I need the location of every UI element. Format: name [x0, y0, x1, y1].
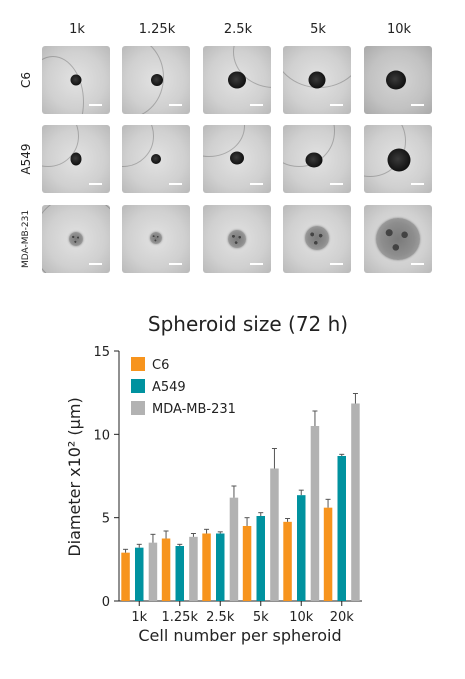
- x-tick-label-1.25k: 1.25k: [162, 610, 199, 625]
- micrograph-c6-1-25k: [122, 46, 190, 114]
- bar-MDA-MB-231-2.5k: [229, 497, 239, 601]
- column-label-5k: 5k: [310, 22, 326, 37]
- x-axis-label: Cell number per spheroid: [138, 626, 341, 645]
- bar-C6-10k: [283, 521, 292, 601]
- bar-A549-2.5k: [216, 533, 225, 601]
- micrograph-mda-1k: [42, 205, 110, 273]
- bar-C6-5k: [242, 526, 252, 601]
- x-tick-label-1k: 1k: [131, 610, 147, 625]
- bar-A549-20k: [337, 456, 346, 601]
- micrograph-a549-1k: [42, 125, 110, 193]
- micrograph-a549-10k: [364, 125, 432, 193]
- column-label-1k: 1k: [69, 22, 85, 37]
- y-axis-label: Diameter x10² (μm): [65, 397, 84, 556]
- chart-title: Spheroid size (72 h): [148, 312, 348, 336]
- micrograph-mda-1-25k: [122, 205, 190, 273]
- bar-MDA-MB-231-20k: [351, 403, 360, 601]
- micrograph-c6-1k: [42, 46, 110, 114]
- x-tick-label-20k: 20k: [330, 610, 355, 625]
- bar-MDA-MB-231-1.25k: [189, 536, 198, 601]
- bar-C6-1.25k: [161, 538, 171, 601]
- bar-C6-1k: [121, 552, 130, 601]
- legend-label-MDA-MB-231: MDA-MB-231: [152, 402, 236, 417]
- bar-A549-1k: [135, 547, 144, 601]
- bars: [121, 393, 360, 601]
- micrograph-c6-5k: [283, 46, 351, 114]
- bar-MDA-MB-231-5k: [270, 468, 279, 601]
- micrograph-c6-2-5k: [203, 46, 271, 114]
- y-tick-label-15: 15: [93, 345, 110, 360]
- y-tick-label-0: 0: [102, 595, 110, 610]
- legend-swatch-A549: [131, 379, 145, 393]
- micrograph-mda-10k: [364, 205, 432, 273]
- bar-C6-20k: [323, 507, 333, 601]
- bar-A549-1.25k: [175, 546, 184, 601]
- x-tick-label-2.5k: 2.5k: [206, 610, 235, 625]
- row-label-c6: C6: [19, 71, 33, 89]
- legend-label-A549: A549: [152, 380, 186, 395]
- x-tick-label-10k: 10k: [289, 610, 314, 625]
- micrograph-a549-5k: [283, 125, 351, 193]
- legend-swatch-C6: [131, 357, 145, 371]
- micrograph-a549-1-25k: [122, 125, 190, 193]
- bar-MDA-MB-231-1k: [148, 542, 158, 601]
- micrograph-a549-2-5k: [203, 125, 271, 193]
- bar-C6-2.5k: [202, 533, 211, 601]
- bar-A549-10k: [297, 495, 306, 601]
- row-label-mda-mb-231: MDA-MB-231: [21, 209, 31, 269]
- axes: 0 5 10 15 1k 1.25k 2.5k 5k 10k 20k: [93, 345, 362, 625]
- micrograph-mda-5k: [283, 205, 351, 273]
- column-label-1-25k: 1.25k: [138, 22, 176, 37]
- spheroid-size-chart: Spheroid size (72 h) Diameter x10² (μm) …: [65, 312, 362, 645]
- bar-A549-5k: [256, 516, 265, 601]
- micrograph-c6-10k: [364, 46, 432, 114]
- legend-swatch-MDA-MB-231: [131, 401, 145, 415]
- bar-MDA-MB-231-10k: [310, 426, 320, 601]
- column-label-2-5k: 2.5k: [223, 22, 253, 37]
- legend-label-C6: C6: [152, 358, 169, 373]
- legend: C6 A549 MDA-MB-231: [131, 357, 236, 417]
- micrograph-mda-2-5k: [203, 205, 271, 273]
- y-tick-label-10: 10: [93, 428, 110, 443]
- row-label-a549: A549: [19, 143, 33, 175]
- y-tick-label-5: 5: [102, 512, 110, 527]
- column-label-10k: 10k: [386, 22, 412, 37]
- x-tick-label-5k: 5k: [253, 610, 269, 625]
